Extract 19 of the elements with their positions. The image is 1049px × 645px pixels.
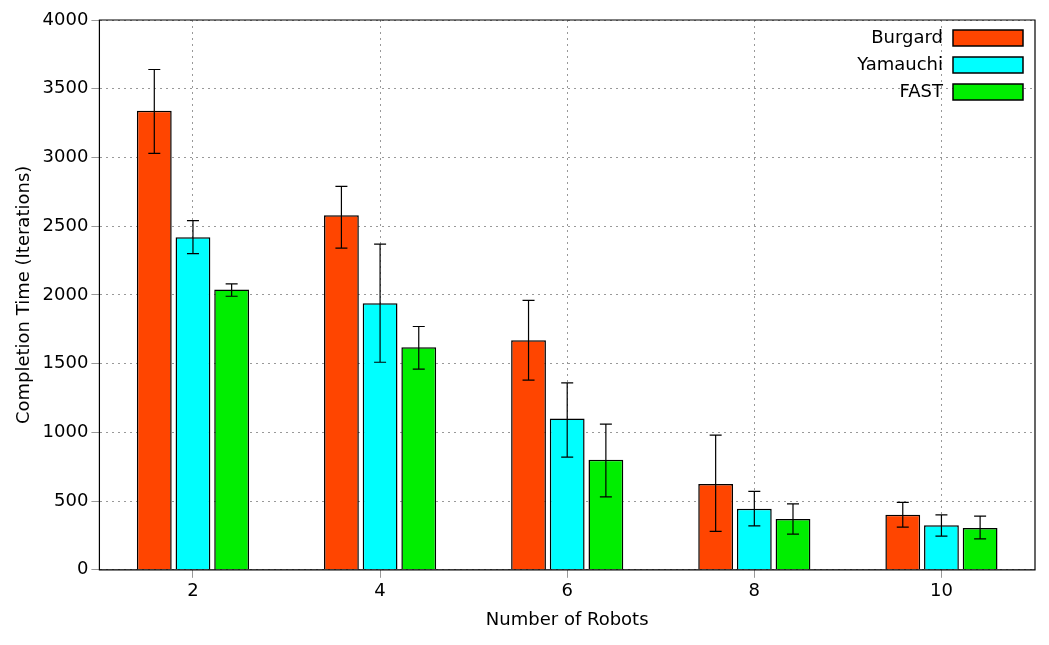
y-tick-label: 2500 [42,213,89,235]
legend-label: FAST [899,79,944,101]
x-tick-label: 2 [187,579,199,601]
x-tick-label: 6 [561,579,573,601]
x-tick-label: 10 [929,579,953,601]
y-tick-label: 3000 [42,145,89,167]
x-axis-title: Number of Robots [485,607,649,629]
y-tick-label: 0 [76,557,89,579]
y-tick-label: 3500 [42,76,89,98]
y-tick-label: 2000 [42,282,89,304]
legend-label: Burgard [871,25,943,47]
y-tick-label: 500 [54,488,89,510]
x-tick-label: 4 [374,579,386,601]
y-tick-label: 4000 [42,7,89,29]
y-tick-label: 1500 [42,351,89,373]
y-tick-label: 1000 [42,420,89,442]
x-tick-label: 8 [748,579,761,601]
y-axis-title: Completion Time (Iterations) [12,165,34,425]
legend-label: Yamauchi [856,52,943,74]
